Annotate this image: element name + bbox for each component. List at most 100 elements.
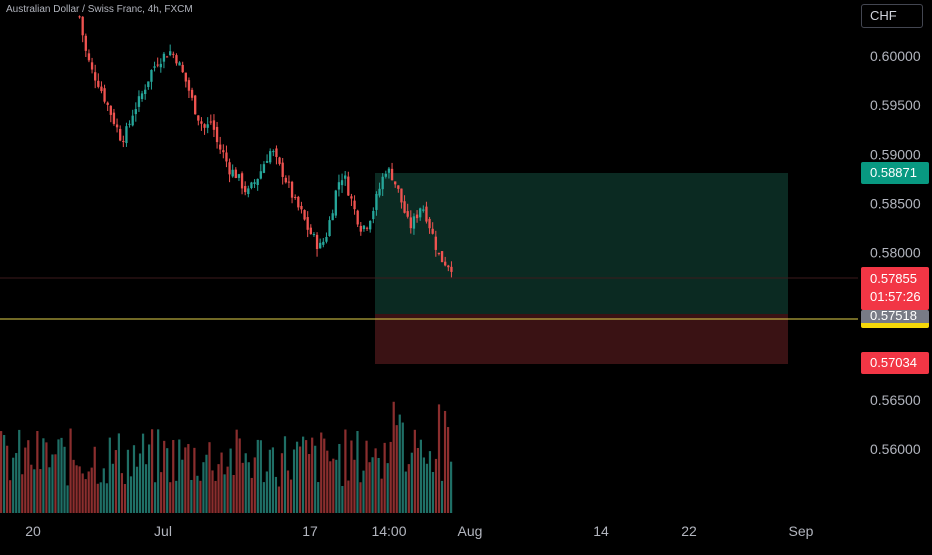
volume-bar: [368, 462, 371, 513]
stop-zone[interactable]: [375, 314, 788, 364]
candle-body: [347, 176, 350, 196]
candle-body: [303, 210, 306, 220]
candle-body: [81, 16, 84, 36]
volume-bar: [126, 449, 130, 513]
last-price-badge: 0.57855 01:57:26: [861, 267, 929, 310]
candle-body: [78, 16, 81, 18]
candle-body: [225, 152, 228, 162]
volume-bar: [265, 471, 268, 513]
volume-bar: [413, 429, 416, 513]
candle-body: [178, 62, 181, 66]
candle-body: [234, 169, 237, 178]
volume-bar: [205, 454, 208, 513]
candle-body: [322, 241, 325, 245]
volume-bar: [93, 446, 96, 513]
candle-body: [275, 148, 278, 157]
volume-bar: [202, 462, 205, 513]
volume-bar: [292, 449, 296, 513]
candle-body: [190, 89, 194, 98]
candle-body: [222, 150, 225, 153]
volume-bar: [75, 465, 78, 513]
volume-bar: [253, 457, 256, 513]
volume-bar: [422, 457, 426, 513]
volume-bar: [302, 436, 305, 513]
volume-bar: [18, 429, 21, 513]
volume-bar: [238, 438, 241, 513]
candle-body: [265, 161, 269, 163]
price-tick-label: 0.56000: [870, 441, 921, 457]
candle-body: [231, 169, 234, 177]
candle-body: [447, 265, 450, 268]
candle-body: [103, 88, 106, 102]
volume-bar: [362, 470, 365, 513]
price-axis[interactable]: 0.60000 0.59500 0.59000 0.58500 0.58000 0.565…: [870, 48, 921, 457]
volume-bar: [280, 453, 284, 513]
volume-bar: [416, 448, 419, 513]
candle-body: [165, 56, 169, 58]
volume-bar: [123, 484, 127, 513]
candle-body: [87, 53, 91, 61]
time-tick-label: Jul: [154, 523, 172, 539]
time-tick-label: 20: [25, 523, 41, 539]
volume-bar: [380, 478, 383, 513]
candle-body: [203, 124, 206, 128]
volume-bar: [39, 469, 42, 513]
candle-body: [331, 213, 334, 221]
candle-body: [100, 86, 103, 92]
volume-bar: [437, 404, 441, 513]
volume-bar: [401, 422, 404, 513]
volume-bar: [27, 440, 30, 513]
target-zone[interactable]: [375, 173, 788, 314]
volume-bar: [132, 445, 136, 513]
candle-body: [375, 194, 378, 210]
candle-body: [415, 214, 419, 219]
volume-bar: [48, 467, 51, 513]
volume-bar: [335, 459, 338, 513]
volume-bar: [371, 457, 374, 513]
volume-bar: [350, 440, 353, 513]
volume-bar: [326, 450, 329, 513]
candle-body: [353, 200, 356, 210]
price-tick-label: 0.58000: [870, 245, 921, 261]
candle-body: [403, 201, 406, 213]
volume-bar: [449, 461, 453, 513]
volume-bar: [102, 468, 105, 513]
candle-body: [350, 196, 353, 199]
volume-bar: [374, 448, 377, 513]
candle-body: [106, 102, 109, 105]
candle-body: [337, 182, 341, 190]
volume-bar: [193, 447, 196, 513]
currency-button[interactable]: CHF: [861, 4, 923, 28]
volume-bar: [129, 476, 133, 513]
candle-body: [215, 126, 219, 143]
candle-body: [125, 126, 128, 144]
volume-bar: [241, 462, 244, 513]
time-tick-label: 14: [593, 523, 609, 539]
volume-bar: [226, 466, 229, 513]
candle-body: [378, 188, 381, 196]
candle-body: [134, 109, 137, 115]
volume-bar: [12, 457, 15, 513]
candle-body: [269, 151, 272, 163]
volume-bar: [250, 477, 253, 513]
volume-bar: [332, 458, 335, 513]
volume-bar: [36, 431, 39, 513]
candle-body: [144, 89, 147, 95]
candle-body: [128, 123, 131, 125]
volume-bar: [286, 470, 290, 513]
volume-bar: [90, 467, 93, 513]
volume-bar: [341, 485, 344, 513]
volume-bar: [84, 479, 87, 513]
candle-body: [428, 218, 431, 229]
volume-bar: [386, 463, 389, 513]
candle-body: [328, 220, 331, 237]
time-axis[interactable]: 20 Jul 17 14:00 Aug 14 22 Sep: [25, 523, 813, 539]
volume-bar: [3, 435, 6, 513]
volume-bar: [111, 463, 114, 513]
volume-bar: [214, 480, 217, 513]
candle-body: [278, 157, 281, 164]
volume-bar: [60, 437, 63, 513]
candle-body: [240, 173, 244, 189]
